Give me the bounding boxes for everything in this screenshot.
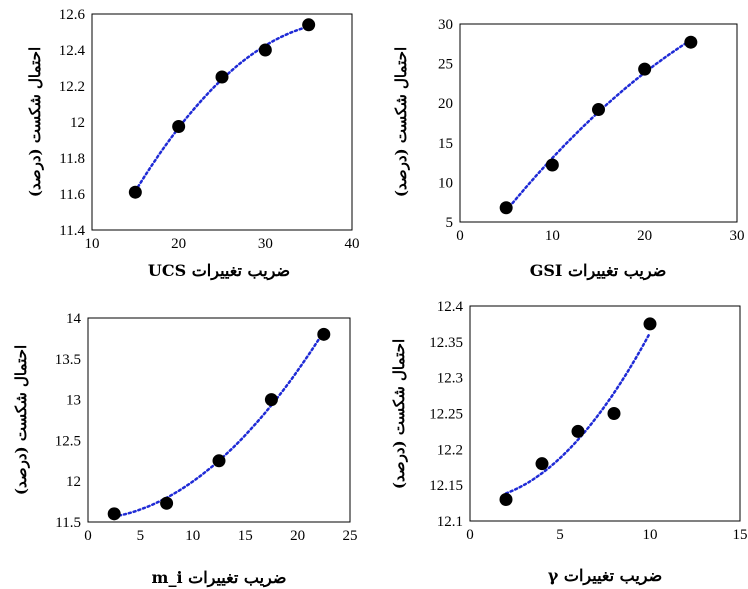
data-point xyxy=(107,507,121,521)
y-axis-title: احتمال شکست (درصد) xyxy=(26,47,44,197)
trendline xyxy=(134,25,310,193)
y-tick-label: 10 xyxy=(438,175,453,191)
trendline xyxy=(112,330,326,518)
y-tick-label: 12.6 xyxy=(59,7,86,23)
y-tick-label: 11.5 xyxy=(55,515,81,531)
x-tick-label: 30 xyxy=(730,228,745,244)
y-tick-label: 11.6 xyxy=(59,187,85,203)
x-tick-label: 25 xyxy=(343,528,358,544)
data-point xyxy=(160,496,174,510)
data-point xyxy=(535,457,549,471)
plot-frame xyxy=(87,317,351,523)
y-tick-label: 12.35 xyxy=(429,335,463,351)
x-tick-label: 15 xyxy=(733,527,748,543)
y-tick-label: 12.15 xyxy=(429,478,463,494)
x-tick-label: 0 xyxy=(84,528,92,544)
y-tick-label: 13.5 xyxy=(55,352,81,368)
data-point xyxy=(264,393,278,407)
data-point xyxy=(128,185,142,199)
x-tick-label: 20 xyxy=(171,236,186,252)
chart-panel-gsi: 0 10 20 30 5 10 15 20 25 30 ضریب تغییرات GSI احتمال… xyxy=(392,17,745,281)
y-tick-label: 12.2 xyxy=(59,79,85,95)
y-tick-label: 11.4 xyxy=(59,223,85,239)
x-tick-label: 5 xyxy=(556,527,564,543)
x-tick-label: 5 xyxy=(137,528,145,544)
y-tick-label: 30 xyxy=(438,17,453,33)
trendline xyxy=(504,331,652,495)
plot-frame xyxy=(459,23,738,223)
y-tick-label: 12 xyxy=(70,115,85,131)
x-tick-label: 20 xyxy=(637,228,652,244)
data-point xyxy=(499,201,513,215)
y-tick-label: 12.1 xyxy=(437,514,463,530)
data-point xyxy=(643,317,657,331)
x-tick-label: 20 xyxy=(290,528,305,544)
x-tick-label: 30 xyxy=(258,236,273,252)
x-tick-label: 0 xyxy=(456,228,464,244)
y-tick-label: 14 xyxy=(66,311,82,327)
y-tick-label: 5 xyxy=(446,215,454,231)
chart-panel-ucs: 10 20 30 40 11.4 11.6 11.8 12 12.2 12.4 12.6 ضریب ت… xyxy=(26,7,360,281)
y-tick-label: 25 xyxy=(438,57,453,73)
y-tick-label: 12.2 xyxy=(437,442,463,458)
data-point xyxy=(172,120,186,133)
x-tick-label: 40 xyxy=(345,236,360,252)
plot-frame xyxy=(469,305,741,522)
y-tick-label: 11.8 xyxy=(59,151,85,167)
data-point xyxy=(258,43,272,57)
x-tick-label: 10 xyxy=(545,228,560,244)
y-tick-label: 12 xyxy=(66,474,81,490)
x-tick-label: 15 xyxy=(238,528,253,544)
y-tick-label: 12.5 xyxy=(55,433,81,449)
x-axis-title: ضریب تغییرات m_i xyxy=(152,568,287,588)
data-point xyxy=(212,454,226,468)
data-point xyxy=(317,327,331,341)
x-tick-label: 0 xyxy=(466,527,474,543)
y-tick-label: 13 xyxy=(66,393,81,409)
chart-panel-mi: 0 5 10 15 20 25 11.5 12 12.5 13 13.5 14 ضریب تغییرات… xyxy=(12,311,358,588)
data-point xyxy=(499,493,513,506)
chart-panel-gamma: 0 5 10 15 12.1 12.15 12.2 12.25 12.3 12.35 12.4 ضری… xyxy=(390,299,748,586)
x-axis-title: ضریب تغییرات GSI xyxy=(530,261,667,281)
plot-frame xyxy=(91,13,353,231)
y-axis-title: احتمال شکست (درصد) xyxy=(12,345,30,495)
data-point xyxy=(592,103,605,117)
x-axis-title: ضریب تغییرات UCS xyxy=(148,261,290,281)
x-axis-title: ضریب تغییرات γ xyxy=(548,566,662,586)
data-point xyxy=(215,70,229,84)
y-tick-label: 12.3 xyxy=(437,371,463,387)
y-tick-label: 20 xyxy=(438,96,453,112)
data-point xyxy=(638,62,652,76)
data-point xyxy=(684,35,698,49)
y-tick-label: 12.4 xyxy=(437,299,464,315)
data-point xyxy=(571,424,585,438)
data-point xyxy=(545,158,559,172)
y-tick-label: 12.25 xyxy=(429,407,463,423)
y-axis-title: احتمال شکست (درصد) xyxy=(390,339,408,489)
trendline xyxy=(504,38,693,213)
data-point xyxy=(302,18,316,32)
x-tick-label: 10 xyxy=(643,527,658,543)
x-tick-label: 10 xyxy=(85,236,100,252)
y-tick-label: 12.4 xyxy=(59,43,86,59)
y-axis-title: احتمال شکست (درصد) xyxy=(392,47,410,197)
data-point xyxy=(607,407,621,420)
y-tick-label: 15 xyxy=(438,136,453,152)
x-tick-label: 10 xyxy=(185,528,200,544)
